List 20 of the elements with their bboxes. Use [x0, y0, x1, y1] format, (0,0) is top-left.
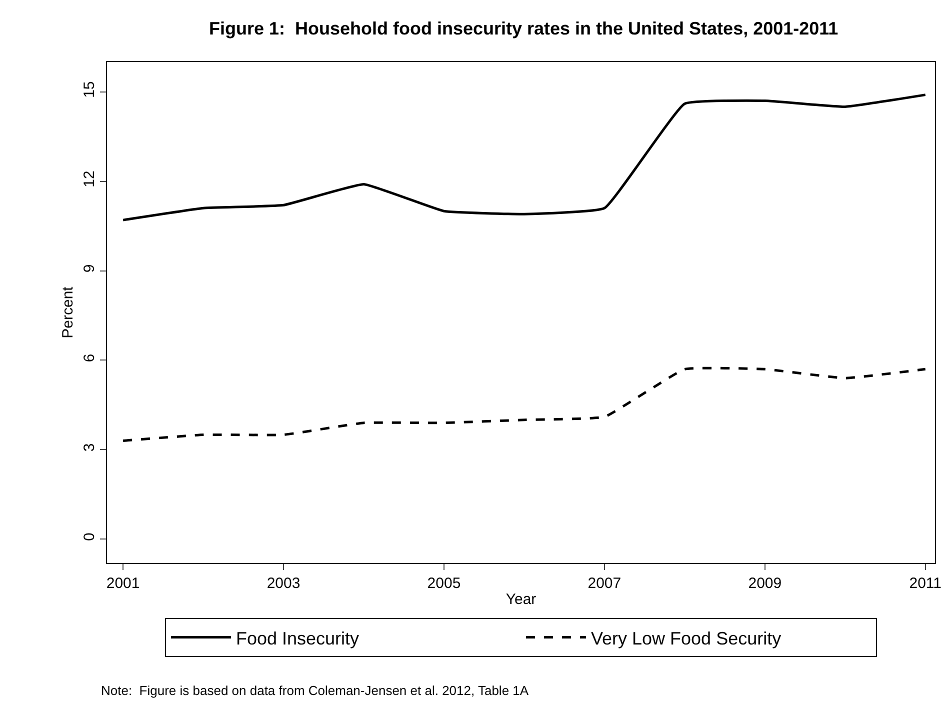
x-axis-title: Year [506, 591, 536, 608]
x-tick-label: 2011 [909, 575, 942, 592]
legend-label: Food Insecurity [236, 628, 360, 648]
x-tick-label: 2005 [427, 575, 461, 592]
line-series [122, 94, 927, 222]
y-tick-label: 0 [81, 532, 98, 542]
y-tick-label: 9 [81, 264, 98, 273]
x-tick-label: 2009 [748, 575, 782, 592]
line-series [122, 366, 927, 442]
y-tick-label: 15 [81, 81, 98, 98]
x-tick-label: 2001 [106, 575, 140, 592]
x-tick-label: 2007 [588, 575, 622, 592]
y-tick-label: 12 [81, 170, 98, 188]
y-tick-label: 3 [81, 443, 98, 452]
text: Note: Figure is based on data from Coleman-Jensen et al. 2012, Table 1A [101, 683, 529, 698]
legend-label: Very Low Food Security [591, 628, 782, 648]
chart-title: Figure 1: Household food insecurity rates in the United States, 2001-2011 [209, 18, 838, 38]
x-tick-label: 2003 [266, 575, 300, 592]
y-tick-label: 6 [81, 354, 98, 362]
y-axis-title: Percent [59, 286, 76, 338]
